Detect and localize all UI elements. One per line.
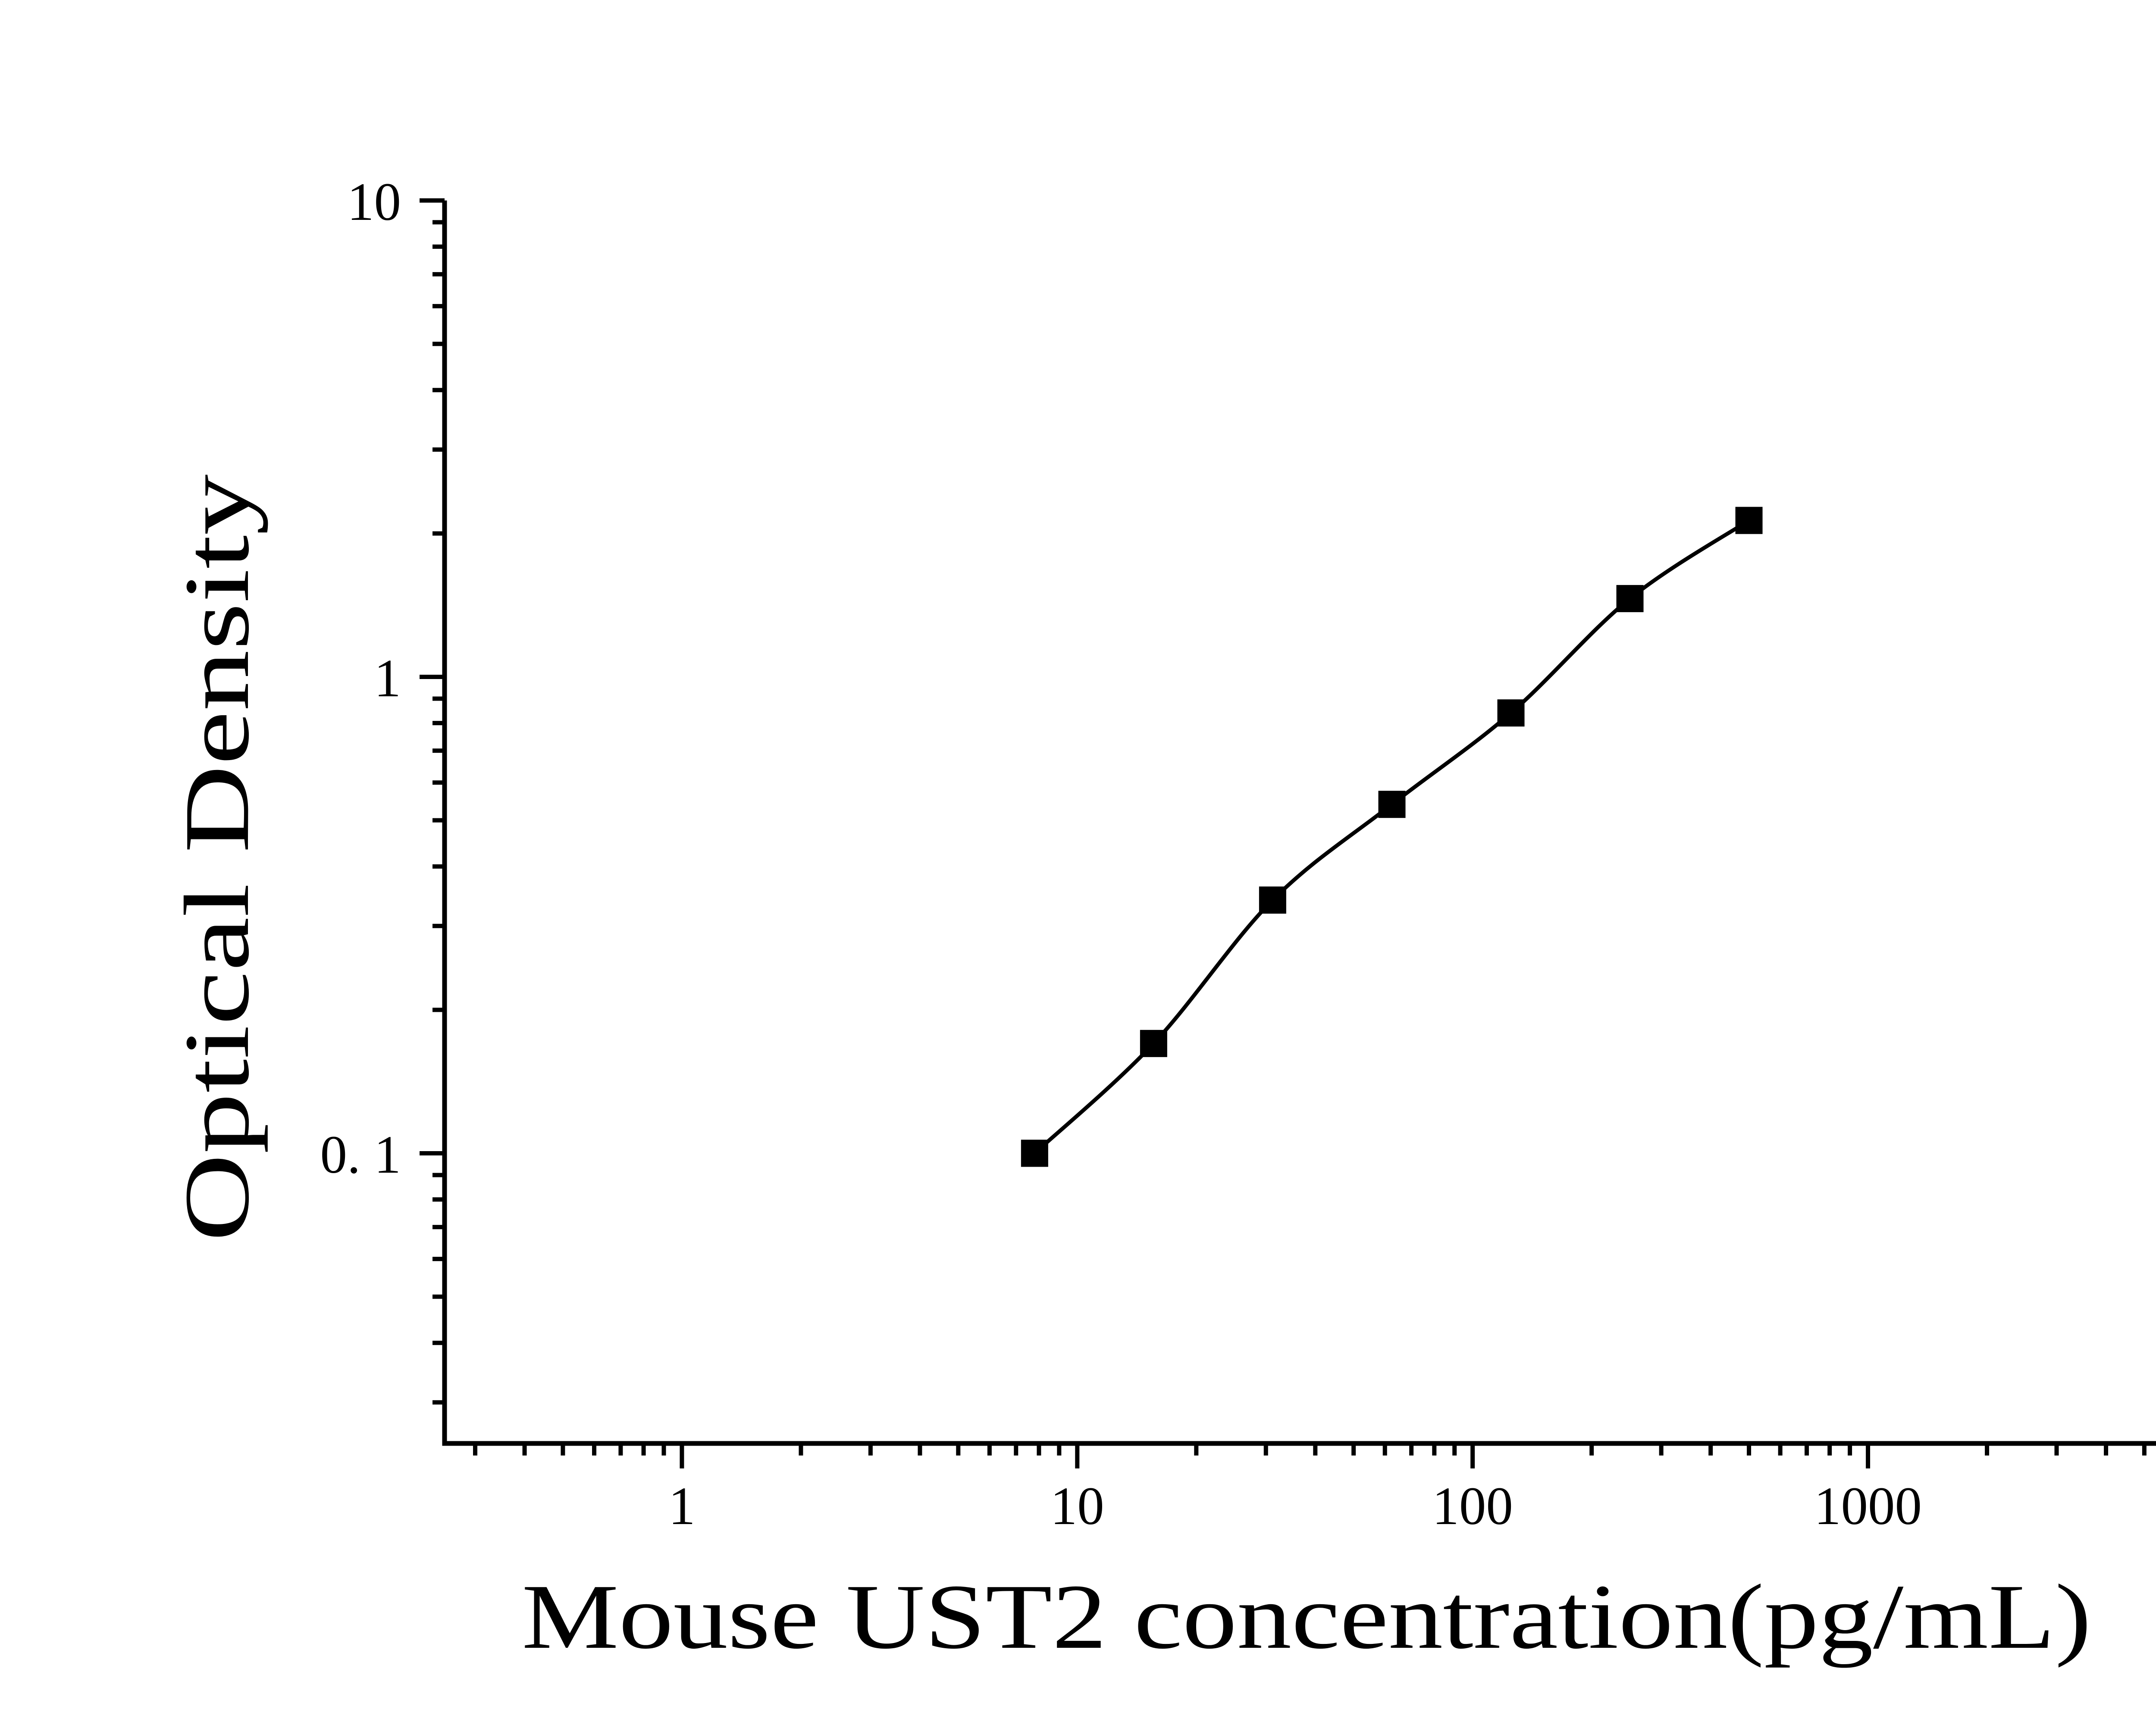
x-axis-title: Mouse UST2 concentration(pg/mL)	[522, 1565, 2091, 1668]
y-axis-tick-label: 0. 1	[320, 1125, 401, 1185]
data-point-marker	[1497, 699, 1525, 727]
data-point-marker	[1259, 886, 1286, 914]
axis-ticks-layer	[420, 198, 2147, 1468]
data-point-marker	[1021, 1139, 1048, 1167]
y-axis-title: Optical Density	[165, 474, 268, 1242]
y-axis-tick-label: 1	[374, 649, 401, 708]
axis-spines	[442, 200, 2156, 1446]
x-axis-tick-label: 1	[668, 1477, 696, 1536]
data-point-marker	[1616, 585, 1644, 612]
standard-curve-line	[1033, 519, 1750, 1155]
data-point-marker	[1735, 507, 1763, 534]
x-axis-tick-label: 1000	[1814, 1477, 1922, 1536]
x-axis-tick-label: 10	[1050, 1477, 1104, 1536]
x-axis-tick-label: 100	[1432, 1477, 1513, 1536]
data-point-marker	[1378, 791, 1406, 818]
y-axis-tick-label: 10	[347, 172, 401, 232]
data-point-marker	[1140, 1030, 1167, 1057]
tick-labels-layer: 1 10 100 1000 10 1 0. 1	[320, 172, 1922, 1536]
data-series-layer	[1021, 507, 1763, 1167]
axes-layer	[442, 200, 2156, 1446]
